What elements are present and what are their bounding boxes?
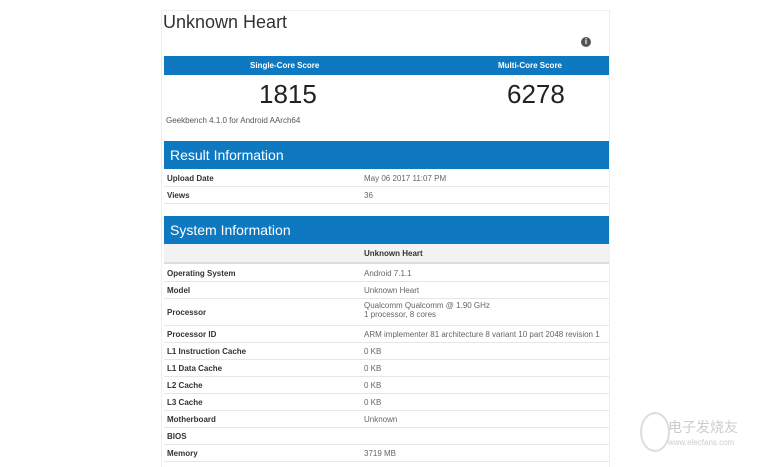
row-value: Unknown <box>364 415 397 424</box>
row-key: L2 Cache <box>167 381 203 390</box>
table-row: L1 Instruction Cache 0 KB <box>164 343 609 360</box>
row-value-line: Android 7.1.1 <box>364 269 412 278</box>
row-key: Model <box>167 286 191 295</box>
row-key: Processor <box>167 308 207 317</box>
watermark-url: www.elecfans.com <box>668 438 735 447</box>
table-row: Memory 3719 MB <box>164 445 609 462</box>
watermark-logo-icon <box>640 412 670 452</box>
row-value: 36 <box>364 191 373 200</box>
row-value-line: Unknown Heart <box>364 286 420 295</box>
single-core-label: Single-Core Score <box>250 61 320 70</box>
table-row: Processor ID ARM implementer 81 architect… <box>164 326 609 343</box>
table-row: Views 36 <box>164 187 609 204</box>
row-value-line: Qualcomm Qualcomm @ 1.90 GHz <box>364 301 490 310</box>
row-key: Operating System <box>167 269 236 278</box>
table-row: Operating System Android 7.1.1 <box>164 265 609 282</box>
row-value: Android 7.1.1 <box>364 269 412 278</box>
table-row: L1 Data Cache 0 KB <box>164 360 609 377</box>
row-value-line: 0 KB <box>364 364 382 373</box>
multi-core-label: Multi-Core Score <box>498 61 563 70</box>
multi-core-score: 6278 <box>507 79 565 109</box>
single-core-score: 1815 <box>259 79 317 109</box>
watermark-text: 电子发烧友 <box>668 419 738 435</box>
row-key: Views <box>167 191 190 200</box>
table-row: Model Unknown Heart <box>164 282 609 299</box>
row-value: 0 KB <box>364 347 381 356</box>
row-value-line: 0 KB <box>364 381 382 390</box>
system-info-header: System Information <box>164 216 609 244</box>
table-row: BIOS <box>164 428 609 445</box>
row-value-line: 0 KB <box>364 347 382 356</box>
row-key: L3 Cache <box>167 398 203 407</box>
row-value-line: 1 processor, 8 cores <box>364 310 437 319</box>
row-key: Upload Date <box>167 174 214 183</box>
row-value-line: Unknown <box>364 415 398 424</box>
row-value: 0 KB <box>364 381 381 390</box>
row-value: 3719 MB <box>364 449 396 458</box>
column-header-row: Unknown Heart <box>164 244 609 264</box>
column-header: Unknown Heart <box>364 249 423 258</box>
result-info-header: Result Information <box>164 141 609 169</box>
row-value: ARM implementer 81 architecture 8 varian… <box>364 330 600 339</box>
row-value: 0 KB <box>364 398 381 407</box>
row-value-line: ARM implementer 81 architecture 8 varian… <box>364 330 600 339</box>
row-value: May 06 2017 11:07 PM <box>364 174 447 183</box>
version-text: Geekbench 4.1.0 for Android AArch64 <box>166 116 301 125</box>
table-row: Upload Date May 06 2017 11:07 PM <box>164 170 609 187</box>
row-value-line: 0 KB <box>364 398 382 407</box>
table-row: L3 Cache 0 KB <box>164 394 609 411</box>
table-row: L2 Cache 0 KB <box>164 377 609 394</box>
row-key: Processor ID <box>167 330 217 339</box>
row-key: BIOS <box>167 432 187 441</box>
table-row: Motherboard Unknown <box>164 411 609 428</box>
row-key: Motherboard <box>167 415 216 424</box>
score-header: Single-Core Score Multi-Core Score <box>164 56 609 75</box>
page-title: Unknown Heart <box>163 12 288 32</box>
row-value: 0 KB <box>364 364 381 373</box>
row-value: Unknown Heart <box>364 286 419 295</box>
table-row: Processor Qualcomm Qualcomm @ 1.90 GHz 1 p… <box>164 299 609 326</box>
info-circle-icon[interactable]: i <box>581 37 591 47</box>
row-key: L1 Instruction Cache <box>167 347 247 356</box>
row-value-line: 3719 MB <box>364 449 397 458</box>
row-value: Qualcomm Qualcomm @ 1.90 GHz 1 processor,… <box>364 301 490 319</box>
row-key: L1 Data Cache <box>167 364 223 373</box>
result-panel: Unknown Heart i Single-Core Score Multi-… <box>161 10 610 467</box>
row-key: Memory <box>167 449 198 458</box>
